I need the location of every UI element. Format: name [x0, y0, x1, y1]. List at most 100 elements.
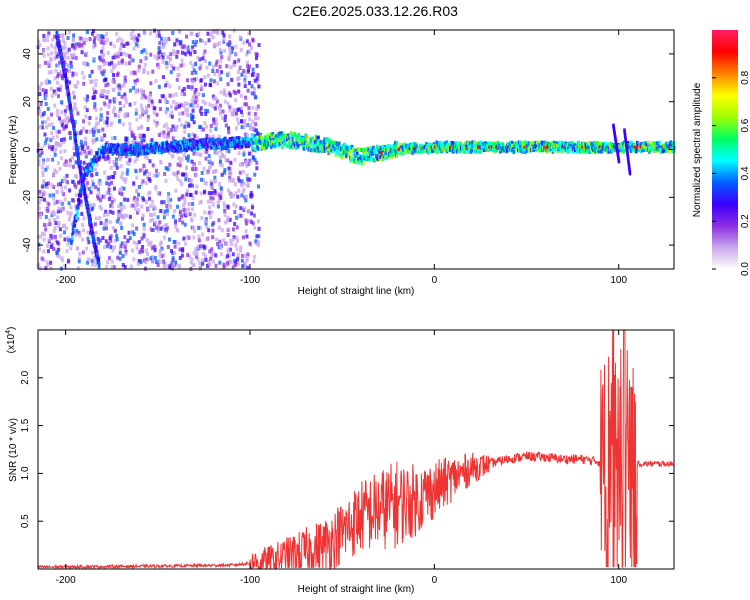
spectrogram-cell	[232, 63, 236, 68]
spectrogram-ridge-cell	[479, 149, 482, 154]
spectrogram-cell	[80, 50, 84, 55]
spectrogram-ridge-cell	[241, 143, 245, 148]
spectrogram-cell	[237, 70, 241, 75]
spectrogram-cell	[90, 184, 94, 189]
spectrogram-cell	[164, 39, 168, 44]
spectrogram-cell	[235, 247, 239, 252]
y-tick-label: -40	[22, 237, 33, 252]
spectrogram-cell	[188, 212, 192, 217]
spectrogram-cell	[84, 154, 88, 159]
spectrogram-cell	[92, 44, 96, 49]
spectrogram-cell	[56, 87, 60, 92]
spectrogram-cell	[245, 133, 249, 138]
spectrogram-cell	[229, 238, 233, 243]
spectrogram-ridge-cell	[395, 141, 399, 146]
spectrogram-cell	[145, 200, 149, 205]
spectrogram-cell	[145, 108, 149, 113]
spectrogram-cell	[210, 181, 214, 186]
spectrogram-cell	[197, 225, 201, 230]
spectrogram-cell	[91, 182, 95, 187]
spectrogram-cell	[67, 30, 71, 35]
spectrogram-ridge-cell	[224, 142, 227, 147]
spectrogram-ridge-cell	[70, 110, 73, 115]
spectrogram-ridge-cell	[83, 188, 87, 193]
spectrogram-cell	[240, 125, 244, 130]
spectrogram-cell	[187, 235, 191, 240]
spectrogram-cell	[165, 208, 169, 213]
spectrogram-ridge-cell	[535, 145, 538, 150]
spectrogram-cell	[220, 70, 224, 75]
spectrogram-cell	[162, 124, 166, 129]
spectrogram-ridge-cell	[376, 154, 380, 159]
spectrogram-cell	[222, 264, 226, 269]
spectrogram-ridge-cell	[74, 135, 77, 140]
spectrogram-cell	[60, 138, 64, 143]
spectrogram-cell	[137, 208, 141, 213]
spectrogram-cell	[123, 92, 127, 97]
spectrogram-cell	[216, 191, 220, 196]
spectrogram-cell	[109, 245, 113, 250]
spectrogram-cell	[221, 30, 225, 35]
spectrogram-cell	[191, 45, 195, 50]
spectrogram-ridge-cell	[251, 144, 254, 149]
spectrogram-ridge-cell	[424, 146, 428, 151]
y-tick-label: 40	[22, 48, 33, 60]
spectrogram-cell	[156, 63, 160, 68]
snr-y-label: SNR (10 * v/v)	[8, 418, 19, 482]
spectrogram-ridge-cell	[604, 142, 608, 147]
spectrogram-cell	[128, 158, 132, 163]
spectrogram-cell	[94, 90, 98, 95]
spectrogram-cell	[211, 134, 215, 139]
spectrogram-ridge-cell	[626, 154, 630, 159]
spectrogram-cell	[135, 241, 139, 246]
spectrogram-cell	[238, 35, 242, 40]
spectrogram-cell	[126, 41, 130, 46]
spectrogram-ridge-cell	[295, 140, 299, 145]
spectrogram-cell	[215, 150, 219, 155]
spectrogram-cell	[243, 254, 247, 259]
snr-frame	[37, 329, 675, 570]
spectrogram-cell	[208, 261, 212, 266]
spectrogram-cell	[124, 99, 128, 104]
spectrogram-ridge-cell	[422, 146, 425, 151]
spectrogram-cell	[130, 71, 134, 76]
spectrogram-cell	[156, 223, 160, 228]
spectrogram-cell	[80, 42, 84, 47]
spectrogram-cell	[227, 254, 231, 259]
spectrogram-ridge-cell	[68, 100, 72, 105]
spectrogram-cell	[119, 208, 123, 213]
spectrogram-ridge-cell	[389, 148, 393, 153]
spectrogram-cell	[251, 105, 255, 110]
spectrogram-cell	[87, 150, 91, 155]
spectrogram-cell	[120, 192, 124, 197]
spectrogram-ridge-cell	[393, 145, 396, 150]
spectrogram-cell	[170, 64, 174, 69]
spectrogram-cell	[54, 91, 58, 96]
spectrogram-cell	[48, 80, 52, 85]
spectrogram-cell	[117, 92, 121, 97]
spectrogram-cell	[224, 123, 228, 128]
spectrogram-cell	[182, 203, 186, 208]
spectrogram-cell	[193, 50, 197, 55]
spectrogram-cell	[67, 47, 71, 52]
spectrogram-cell	[79, 129, 83, 134]
spectrogram-cell	[234, 126, 238, 131]
spectrogram-cell	[161, 60, 165, 65]
spectrogram-cell	[252, 91, 256, 96]
spectrogram-cell	[56, 223, 60, 228]
spectrogram-x-label: Height of straight line (km)	[298, 286, 415, 297]
spectrogram-cell	[54, 147, 58, 152]
spectrogram-cell	[243, 78, 247, 83]
spectrogram-ridge-cell	[360, 147, 363, 152]
spectrogram-cell	[128, 126, 132, 131]
spectrogram-cell	[133, 70, 137, 75]
spectrogram-cell	[116, 38, 120, 43]
spectrogram-cell	[238, 170, 242, 175]
spectrogram-cell	[246, 88, 250, 93]
spectrogram-cell	[43, 96, 47, 101]
spectrogram-cell	[197, 261, 201, 266]
spectrogram-peak-cell	[584, 145, 588, 149]
spectrogram-cell	[123, 235, 127, 240]
spectrogram-cell	[110, 60, 114, 65]
spectrogram-ridge-cell	[107, 147, 110, 152]
